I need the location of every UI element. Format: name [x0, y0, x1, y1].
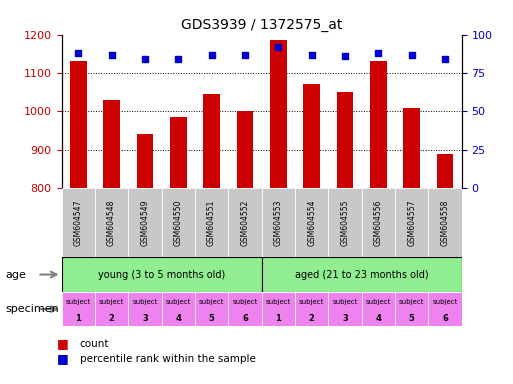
Point	[441, 56, 449, 62]
Point	[307, 51, 315, 58]
Text: GSM604553: GSM604553	[274, 199, 283, 246]
Bar	[370, 61, 387, 188]
Text: GSM604554: GSM604554	[307, 199, 316, 246]
Bar	[428, 292, 462, 326]
Text: subject: subject	[166, 298, 191, 305]
Text: subject: subject	[266, 298, 291, 305]
Text: subject: subject	[66, 298, 91, 305]
Bar	[228, 188, 262, 257]
Text: percentile rank within the sample: percentile rank within the sample	[80, 354, 255, 364]
Point	[274, 44, 282, 50]
Bar	[162, 188, 195, 257]
Point	[207, 51, 215, 58]
Bar	[62, 292, 95, 326]
Bar	[395, 188, 428, 257]
Bar	[203, 94, 220, 188]
Text: GSM604551: GSM604551	[207, 200, 216, 246]
Text: GSM604555: GSM604555	[341, 199, 349, 246]
Bar	[70, 61, 87, 188]
Text: GSM604552: GSM604552	[241, 200, 249, 246]
Bar	[270, 40, 287, 188]
Point	[374, 50, 382, 56]
Bar	[262, 292, 295, 326]
Bar	[337, 92, 353, 188]
Bar	[328, 292, 362, 326]
Text: 1: 1	[75, 314, 81, 323]
Text: age: age	[5, 270, 26, 280]
Text: subject: subject	[199, 298, 224, 305]
Bar	[195, 292, 228, 326]
Bar	[428, 188, 462, 257]
Bar	[262, 257, 462, 292]
Bar	[328, 188, 362, 257]
Text: 2: 2	[309, 314, 314, 323]
Bar	[437, 154, 453, 188]
Bar	[128, 292, 162, 326]
Text: GSM604549: GSM604549	[141, 199, 149, 246]
Text: subject: subject	[366, 298, 391, 305]
Bar	[303, 84, 320, 188]
Text: 6: 6	[242, 314, 248, 323]
Text: 4: 4	[175, 314, 181, 323]
Title: GDS3939 / 1372575_at: GDS3939 / 1372575_at	[181, 18, 342, 32]
Text: ■: ■	[56, 337, 68, 350]
Bar	[362, 292, 395, 326]
Text: GSM604550: GSM604550	[174, 199, 183, 246]
Bar	[236, 111, 253, 188]
Text: 4: 4	[376, 314, 381, 323]
Text: subject: subject	[332, 298, 358, 305]
Point	[74, 50, 82, 56]
Bar	[136, 134, 153, 188]
Bar	[162, 292, 195, 326]
Bar	[62, 257, 262, 292]
Bar	[195, 188, 228, 257]
Bar	[262, 188, 295, 257]
Text: specimen: specimen	[5, 304, 59, 314]
Text: subject: subject	[99, 298, 124, 305]
Bar	[62, 188, 95, 257]
Point	[107, 51, 115, 58]
Bar	[395, 292, 428, 326]
Text: 3: 3	[342, 314, 348, 323]
Point	[141, 56, 149, 62]
Text: 5: 5	[409, 314, 415, 323]
Text: subject: subject	[132, 298, 157, 305]
Bar	[128, 188, 162, 257]
Text: ■: ■	[56, 353, 68, 366]
Bar	[95, 188, 128, 257]
Text: subject: subject	[399, 298, 424, 305]
Point	[341, 53, 349, 59]
Point	[174, 56, 182, 62]
Text: 6: 6	[442, 314, 448, 323]
Bar	[362, 188, 395, 257]
Bar	[295, 188, 328, 257]
Text: 5: 5	[209, 314, 214, 323]
Text: aged (21 to 23 months old): aged (21 to 23 months old)	[295, 270, 428, 280]
Bar	[295, 292, 328, 326]
Text: subject: subject	[432, 298, 458, 305]
Text: 2: 2	[109, 314, 114, 323]
Text: 1: 1	[275, 314, 281, 323]
Bar	[403, 108, 420, 188]
Text: GSM604548: GSM604548	[107, 200, 116, 246]
Bar	[95, 292, 128, 326]
Bar	[103, 100, 120, 188]
Bar	[228, 292, 262, 326]
Text: GSM604558: GSM604558	[441, 200, 449, 246]
Text: GSM604557: GSM604557	[407, 199, 416, 246]
Text: young (3 to 5 months old): young (3 to 5 months old)	[98, 270, 225, 280]
Point	[407, 51, 416, 58]
Text: GSM604547: GSM604547	[74, 199, 83, 246]
Text: count: count	[80, 339, 109, 349]
Text: subject: subject	[299, 298, 324, 305]
Text: subject: subject	[232, 298, 258, 305]
Text: GSM604556: GSM604556	[374, 199, 383, 246]
Bar	[170, 117, 187, 188]
Text: 3: 3	[142, 314, 148, 323]
Point	[241, 51, 249, 58]
